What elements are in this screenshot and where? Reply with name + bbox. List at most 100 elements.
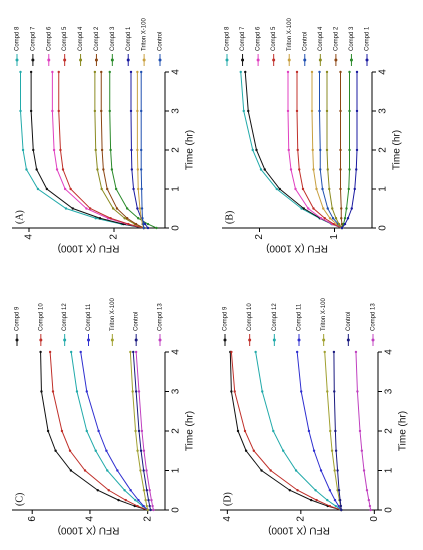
- data-point: [261, 390, 264, 393]
- y-tick-label: 1: [329, 234, 340, 240]
- data-point: [146, 226, 150, 230]
- data-point: [340, 207, 343, 210]
- data-point: [115, 207, 119, 210]
- data-point: [278, 187, 281, 191]
- data-point: [147, 498, 150, 502]
- data-point: [356, 390, 359, 393]
- legend-marker: [158, 58, 162, 62]
- data-point: [298, 168, 301, 171]
- data-point: [334, 429, 337, 433]
- data-point: [255, 148, 258, 152]
- data-point: [102, 168, 105, 171]
- data-point: [52, 148, 56, 152]
- data-point: [296, 489, 299, 492]
- data-point: [142, 222, 145, 226]
- legend-label: Compd 12: [62, 303, 68, 331]
- data-point: [29, 109, 33, 113]
- legend-label: Compd 11: [297, 303, 303, 331]
- data-point: [69, 469, 73, 472]
- data-point: [339, 109, 342, 113]
- legend-label: Compd 5: [62, 26, 68, 51]
- legend-label: Compd 13: [158, 303, 164, 331]
- data-point: [326, 207, 329, 210]
- data-point: [282, 449, 285, 452]
- y-axis-title: RFU (X 1000): [266, 242, 328, 253]
- legend-marker: [272, 338, 276, 342]
- legend-label: Compd 12: [272, 303, 278, 331]
- x-tick-label: 3: [384, 388, 395, 394]
- data-point: [93, 70, 97, 74]
- data-point: [148, 504, 151, 508]
- data-point: [319, 469, 323, 472]
- data-point: [89, 207, 92, 210]
- data-point: [51, 390, 55, 393]
- data-point: [136, 70, 139, 74]
- data-point: [244, 70, 247, 74]
- legend-label: Compd 4: [318, 26, 324, 51]
- data-point: [295, 109, 299, 113]
- series-line: [319, 72, 343, 229]
- data-point: [319, 168, 322, 171]
- data-point: [321, 187, 324, 191]
- x-tick-label: 3: [171, 108, 182, 114]
- data-point: [300, 390, 303, 393]
- y-tick-label: 0: [369, 516, 380, 522]
- data-point: [355, 70, 359, 74]
- data-point: [136, 504, 139, 508]
- data-point: [244, 449, 248, 452]
- data-point: [79, 350, 82, 354]
- data-point: [325, 148, 329, 152]
- data-point: [355, 148, 359, 152]
- data-point: [254, 350, 257, 354]
- data-point: [83, 469, 87, 472]
- data-point: [94, 449, 97, 452]
- data-point: [139, 449, 143, 452]
- data-point: [243, 429, 247, 433]
- data-point: [111, 207, 115, 210]
- legend-label: Control: [158, 32, 164, 51]
- data-point: [288, 489, 292, 492]
- data-point: [339, 168, 342, 171]
- data-point: [106, 187, 109, 191]
- data-point: [365, 489, 369, 492]
- data-point: [348, 109, 351, 113]
- data-point: [329, 429, 332, 433]
- data-point: [85, 429, 88, 433]
- data-point: [319, 148, 322, 152]
- data-point: [369, 508, 372, 512]
- series-line: [229, 351, 342, 511]
- data-point: [360, 449, 364, 452]
- data-point: [334, 449, 338, 452]
- data-point: [145, 504, 149, 508]
- data-point: [343, 217, 347, 220]
- legend-marker: [110, 338, 114, 342]
- x-axis-title: Time (hr): [185, 411, 196, 451]
- data-point: [51, 70, 54, 74]
- data-point: [137, 217, 140, 220]
- data-point: [302, 207, 305, 210]
- data-point: [337, 489, 341, 492]
- y-axis-title: RFU (X 1000): [58, 524, 120, 535]
- data-point: [35, 168, 38, 171]
- data-point: [136, 148, 139, 152]
- legend-marker: [158, 338, 162, 342]
- data-point: [71, 207, 74, 210]
- legend-marker: [126, 58, 130, 62]
- data-point: [151, 504, 154, 508]
- data-point: [325, 109, 329, 113]
- data-point: [326, 168, 329, 171]
- y-tick-label: 2: [295, 516, 306, 522]
- data-point: [123, 489, 126, 492]
- data-point: [362, 469, 366, 472]
- data-point: [116, 469, 119, 472]
- data-point: [96, 489, 99, 492]
- data-point: [130, 148, 133, 152]
- data-point: [150, 498, 153, 502]
- legend-label: Compd 6: [256, 26, 262, 51]
- data-point: [19, 70, 22, 74]
- legend-label: Triton X-100: [110, 298, 116, 331]
- data-point: [339, 148, 342, 152]
- data-point: [127, 222, 130, 226]
- legend-marker: [63, 338, 67, 342]
